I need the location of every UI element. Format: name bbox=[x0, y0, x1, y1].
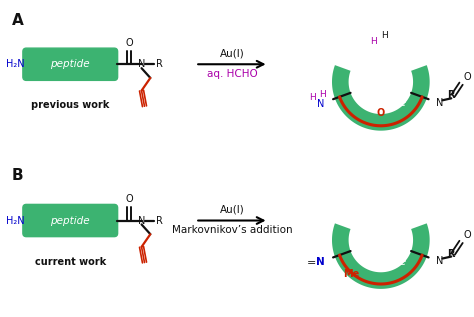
Text: peptide: peptide bbox=[50, 216, 90, 225]
Text: A: A bbox=[12, 13, 23, 29]
Text: N: N bbox=[436, 98, 443, 108]
Text: peptide: peptide bbox=[50, 59, 90, 69]
Text: O: O bbox=[377, 108, 385, 118]
FancyBboxPatch shape bbox=[23, 48, 118, 81]
Text: B: B bbox=[12, 168, 23, 183]
Text: Markovnikov’s addition: Markovnikov’s addition bbox=[172, 225, 292, 236]
Text: H: H bbox=[382, 31, 388, 41]
Text: H: H bbox=[319, 90, 326, 99]
Text: R: R bbox=[447, 90, 455, 100]
Text: previous work: previous work bbox=[31, 100, 109, 110]
Text: N: N bbox=[138, 59, 145, 69]
Text: Me: Me bbox=[343, 268, 359, 279]
Polygon shape bbox=[332, 65, 429, 131]
Text: N: N bbox=[317, 99, 324, 109]
Text: O: O bbox=[125, 194, 133, 204]
Text: O: O bbox=[464, 72, 472, 82]
Text: N: N bbox=[436, 256, 443, 266]
Text: Au(I): Au(I) bbox=[219, 49, 244, 59]
Text: R: R bbox=[156, 216, 163, 225]
Text: N: N bbox=[138, 216, 145, 225]
Text: H₂N: H₂N bbox=[6, 216, 24, 225]
Text: =: = bbox=[307, 258, 316, 268]
Text: H: H bbox=[309, 93, 316, 101]
Text: R: R bbox=[447, 249, 455, 259]
Text: N: N bbox=[316, 257, 325, 267]
Text: H: H bbox=[370, 37, 376, 46]
Polygon shape bbox=[332, 223, 429, 289]
Text: R: R bbox=[156, 59, 163, 69]
FancyBboxPatch shape bbox=[23, 204, 118, 236]
Text: Peptide: Peptide bbox=[365, 98, 407, 108]
Text: O: O bbox=[125, 38, 133, 48]
Text: aq. HCHO: aq. HCHO bbox=[207, 69, 257, 79]
Text: O: O bbox=[464, 230, 472, 240]
Text: Peptide: Peptide bbox=[365, 256, 407, 267]
Text: H₂N: H₂N bbox=[6, 59, 24, 69]
Text: current work: current work bbox=[35, 256, 106, 267]
Text: Au(I): Au(I) bbox=[219, 205, 244, 215]
